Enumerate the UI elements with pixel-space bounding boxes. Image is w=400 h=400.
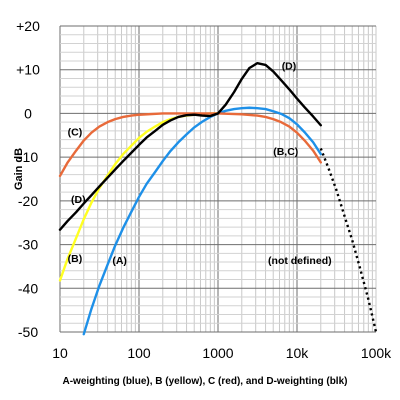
y-axis-title: Gain dB: [13, 148, 25, 190]
annotation-label: (B): [68, 253, 83, 265]
series-a-line: [82, 106, 322, 336]
y-tick-labels: +20 +10 0 -10 -20 -30 -40 -50: [16, 18, 40, 340]
annotation-label: (not defined): [268, 255, 332, 267]
series-d-extension-line: [319, 147, 378, 333]
annotation-label: (D): [71, 194, 86, 206]
annotation-label: (B,C): [273, 146, 298, 158]
x-tick-label: 100k: [361, 345, 392, 361]
x-tick-label: 10: [52, 345, 68, 361]
y-tick-label: 0: [24, 105, 32, 121]
x-tick-labels: 10 100 1000 10k 100k: [52, 345, 392, 361]
series-layer: [58, 61, 378, 336]
annotation-label: (D): [282, 61, 297, 73]
series-c-line: [58, 112, 322, 178]
y-tick-label: -30: [18, 237, 38, 253]
x-tick-label: 1000: [202, 345, 233, 361]
series-d-line: [58, 61, 322, 231]
y-tick-label: -10: [18, 149, 38, 165]
grid: [59, 25, 377, 333]
y-tick-label: +20: [16, 18, 40, 34]
x-tick-label: 100: [127, 345, 151, 361]
annotation-label: (A): [112, 255, 127, 267]
y-tick-label: -20: [18, 193, 38, 209]
annotation-label: (C): [68, 126, 83, 138]
y-tick-label: -40: [18, 280, 38, 296]
annotation-layer: (C) (D) (B) (A) (D) (B,C) (not defined): [68, 61, 332, 268]
x-tick-label: 10k: [286, 345, 310, 361]
y-tick-label: +10: [16, 62, 40, 78]
chart-caption: A-weighting (blue), B (yellow), C (red),…: [63, 376, 348, 387]
y-tick-label: -50: [18, 324, 38, 340]
